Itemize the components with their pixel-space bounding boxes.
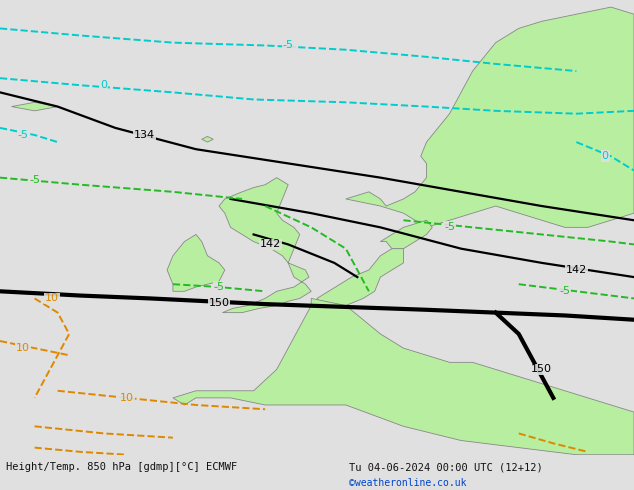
- Polygon shape: [346, 7, 634, 227]
- Text: 142: 142: [261, 240, 281, 249]
- Polygon shape: [167, 234, 225, 291]
- Text: -5: -5: [29, 175, 40, 186]
- Text: 150: 150: [209, 297, 230, 308]
- Text: 134: 134: [134, 130, 155, 140]
- Text: 0: 0: [602, 151, 609, 161]
- Text: ©weatheronline.co.uk: ©weatheronline.co.uk: [349, 478, 466, 488]
- Polygon shape: [219, 178, 311, 313]
- Text: -5: -5: [214, 282, 224, 292]
- Text: 150: 150: [531, 365, 552, 374]
- Text: -5: -5: [559, 286, 571, 296]
- Polygon shape: [317, 248, 403, 306]
- Text: 10: 10: [16, 343, 30, 353]
- Text: 10: 10: [120, 393, 134, 403]
- Text: Tu 04-06-2024 00:00 UTC (12+12): Tu 04-06-2024 00:00 UTC (12+12): [349, 462, 543, 472]
- Text: -5: -5: [283, 41, 294, 50]
- Polygon shape: [202, 136, 213, 142]
- Text: -5: -5: [444, 222, 455, 232]
- Text: Height/Temp. 850 hPa [gdmp][°C] ECMWF: Height/Temp. 850 hPa [gdmp][°C] ECMWF: [6, 462, 238, 472]
- Polygon shape: [380, 220, 432, 248]
- Text: 10: 10: [45, 294, 59, 303]
- Polygon shape: [11, 102, 58, 111]
- Text: 0: 0: [100, 80, 107, 90]
- Text: -5: -5: [18, 130, 29, 140]
- Polygon shape: [173, 298, 634, 455]
- Text: 142: 142: [566, 265, 587, 275]
